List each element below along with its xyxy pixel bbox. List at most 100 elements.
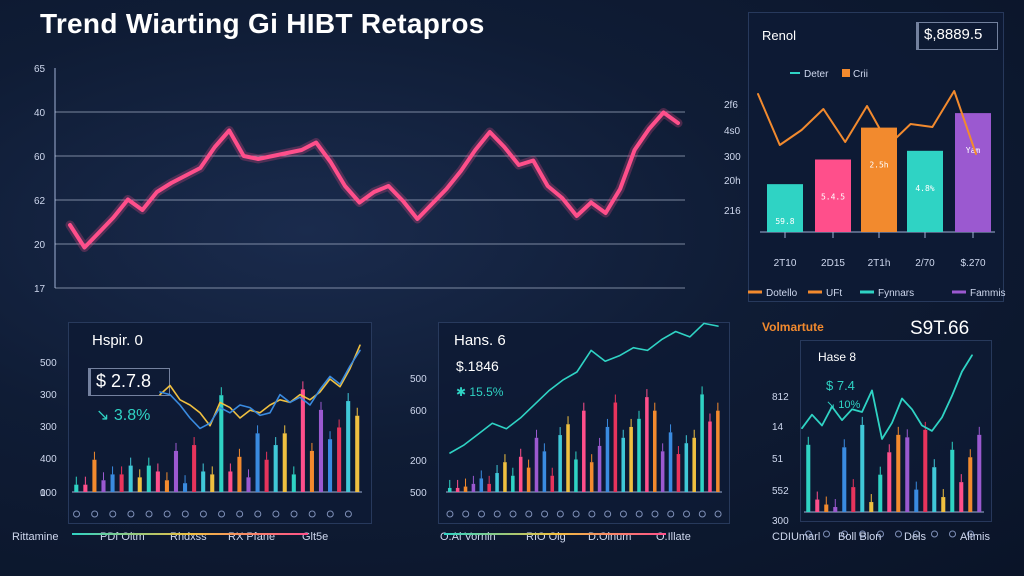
bar-label: 5.4.5: [821, 193, 845, 202]
bar: [806, 444, 811, 512]
bar-label: 2.5h: [869, 161, 888, 170]
x-tick-marker: [823, 530, 830, 538]
x-tick-marker: [949, 530, 956, 538]
x-tick-label: 2T10: [774, 258, 797, 269]
bar: [582, 410, 586, 492]
y-tick-label: 65: [34, 64, 46, 75]
bar: [487, 483, 491, 492]
volume-sub-title: Hase 8: [818, 350, 857, 364]
bar: [471, 483, 476, 492]
bar: [605, 426, 610, 492]
x-tick-marker: [895, 530, 902, 538]
x-tick-marker: [236, 510, 244, 518]
bar: [83, 484, 88, 492]
x-tick-marker: [572, 510, 580, 518]
volume-change-value: 10%: [838, 399, 861, 411]
x-tick-label: 2/70: [915, 258, 935, 269]
bar: [337, 427, 342, 492]
trend-arrow-icon: ✱: [456, 385, 470, 399]
bar: [119, 474, 124, 492]
range-bar: [444, 533, 666, 535]
page-title: Trend Wiarting Gi HIBT Retapros: [40, 8, 485, 39]
x-tick-marker: [308, 510, 316, 518]
bar: [815, 499, 820, 512]
y-tick-label: 51: [772, 454, 784, 465]
bar: [173, 450, 179, 492]
legend-label: Crii: [853, 69, 868, 80]
bar: [110, 474, 115, 492]
y-tick-label: 20: [34, 240, 46, 251]
bar: [137, 477, 142, 492]
bar: [228, 471, 233, 492]
bar: [455, 487, 460, 492]
x-tick-marker: [541, 510, 549, 518]
line-series: [449, 322, 719, 454]
bar: [716, 410, 720, 492]
hans-value: $.1846: [456, 358, 499, 374]
bar: [968, 457, 973, 512]
bar: [550, 475, 555, 492]
y-tick-label: 4s0: [724, 126, 741, 137]
trend-arrow-icon: ↘: [96, 407, 114, 424]
x-tick-label: $.270: [960, 258, 985, 269]
y-tick-label: 812: [772, 392, 789, 403]
y-tick-label: 60: [34, 152, 46, 163]
trend-line: [68, 110, 680, 250]
bar: [309, 450, 314, 492]
line-series: [757, 90, 977, 155]
x-tick-marker: [635, 510, 643, 518]
summary-panel-title: Renol: [762, 28, 796, 43]
x-tick-marker: [477, 510, 485, 518]
y-tick-label: 500: [410, 374, 427, 385]
range-bar: [72, 533, 308, 535]
trend-arrow-icon: ↘: [826, 399, 839, 411]
hspir-value: $ 2.7.8: [96, 371, 152, 391]
hans-change: ✱ 15.5%: [456, 385, 503, 399]
bar: [447, 487, 452, 492]
x-tick-marker: [913, 530, 920, 538]
bar: [860, 424, 865, 512]
bar: [660, 451, 665, 492]
bar: [708, 421, 712, 492]
y-tick-label: 62: [34, 196, 46, 207]
x-tick-marker: [667, 510, 675, 518]
line-series-2: [159, 349, 361, 430]
bar: [887, 452, 892, 512]
x-tick-marker: [254, 510, 262, 518]
y-tick-label: 216: [724, 206, 741, 217]
legend-swatch: [842, 69, 850, 77]
bar: [950, 449, 955, 512]
bar: [896, 434, 901, 512]
y-tick-label: 0: [40, 488, 46, 499]
y-tick-label: 300: [724, 152, 741, 163]
x-tick-marker: [877, 530, 884, 538]
line-series-1: [159, 344, 361, 427]
x-tick-marker: [588, 510, 596, 518]
x-tick-marker: [199, 510, 207, 518]
bar: [542, 451, 547, 492]
bar: [264, 459, 269, 492]
bar: [201, 471, 206, 492]
bar: [92, 459, 97, 492]
bar: [511, 475, 515, 492]
bar: [597, 445, 602, 492]
x-tick-marker: [805, 530, 812, 538]
bar: [479, 478, 484, 492]
bar: [905, 437, 910, 512]
hspir-change-value: 3.8%: [113, 407, 151, 424]
x-tick-marker: [651, 510, 659, 518]
bar: [700, 394, 704, 492]
bar: [955, 113, 991, 232]
volume-value: S9T.66: [910, 318, 970, 339]
bar: [914, 489, 919, 512]
x-tick-marker: [290, 510, 298, 518]
x-tick-marker: [698, 510, 706, 518]
bar: [74, 484, 79, 492]
hspir-change: ↘ 3.8%: [96, 405, 150, 425]
bar: [653, 410, 657, 492]
y-tick-label: 600: [410, 406, 427, 417]
bar: [273, 445, 278, 492]
y-tick-label: 300: [40, 422, 57, 433]
